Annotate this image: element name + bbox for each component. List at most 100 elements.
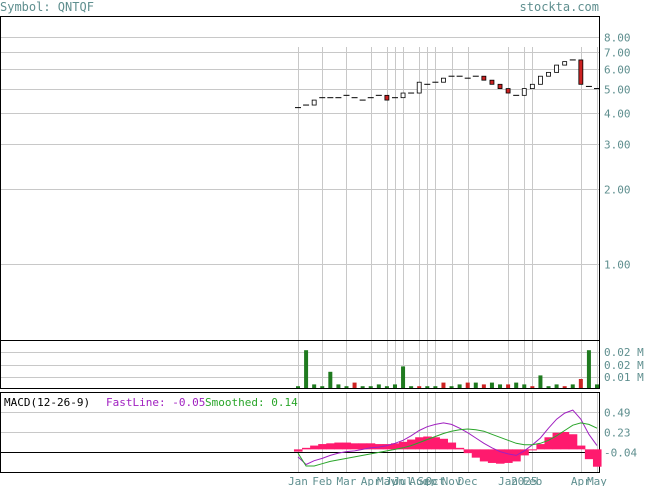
price-tick-label: 5.00 (604, 84, 631, 97)
macd-histogram-bar (455, 447, 465, 450)
macd-histogram-bar (528, 449, 537, 451)
volume-tick-label: 0.02 M (604, 359, 644, 372)
volume-bar (312, 384, 317, 388)
price-candle (562, 61, 568, 66)
x-tick-label: Sep (417, 475, 437, 486)
macd-histogram-bar (415, 437, 424, 450)
volume-bar (562, 386, 567, 388)
macd-histogram-bar (447, 442, 457, 450)
volume-bar (384, 386, 389, 388)
x-tick-label: Jan (498, 475, 518, 486)
macd-histogram-bar (536, 444, 545, 450)
volume-bar (522, 384, 527, 388)
volume-bar (530, 386, 535, 388)
price-candle (400, 92, 406, 99)
volume-bar (554, 384, 559, 388)
volume-bar (344, 386, 349, 388)
macd-histogram-bar (310, 445, 319, 450)
x-tick-label: Jun (385, 475, 405, 486)
volume-bar (473, 382, 478, 388)
grid-lines (1, 37, 599, 472)
macd-histogram-bar (334, 442, 343, 450)
macd-histogram-bar (495, 449, 505, 464)
price-candle (311, 99, 317, 106)
volume-bar (360, 386, 365, 388)
volume-bar (514, 382, 519, 388)
price-candle (481, 75, 487, 81)
volume-tick-label: 0.02 M (604, 346, 644, 359)
x-tick-label: Dec (458, 475, 478, 486)
x-tick-label: Jul (393, 475, 413, 486)
macd-histogram-bar (487, 449, 497, 463)
macd-histogram-bar (560, 431, 570, 450)
price-candle (489, 79, 495, 85)
volume-bar (328, 371, 333, 388)
macd-histogram-bar (552, 432, 562, 450)
macd-histogram-bar (568, 434, 578, 450)
volume-bar (392, 384, 397, 388)
x-tick-label: May (377, 475, 397, 486)
volume-bar (376, 384, 381, 388)
volume-bar (586, 350, 591, 388)
macd-y-axis: 0.49 0.23 -0.04 (604, 407, 637, 460)
macd-histogram-bar (390, 443, 400, 450)
volume-bar (498, 384, 503, 388)
volume-bar (296, 386, 300, 388)
macd-histogram-bar (431, 437, 440, 450)
price-y-axis: 8.00 7.00 6.00 5.00 4.00 3.00 2.00 1.00 (604, 32, 631, 272)
volume-bar (336, 384, 341, 388)
macd-histogram-bar (293, 449, 303, 452)
price-candle (521, 88, 527, 96)
x-tick-label: Oct (425, 475, 445, 486)
macd-histogram-bar (584, 449, 594, 460)
x-tick-label: Feb (522, 475, 542, 486)
volume-bar (489, 382, 494, 388)
price-tick-label: 8.00 (604, 32, 631, 45)
x-tick-label: Apr (361, 475, 381, 486)
macd-histogram-bar (382, 444, 392, 450)
macd-histogram-bar (407, 439, 416, 450)
volume-bar (578, 379, 583, 388)
macd-histogram-bar (439, 438, 448, 450)
macd-histogram-bar (471, 449, 481, 458)
macd-tick-label: -0.04 (604, 447, 637, 460)
volume-bar (481, 384, 486, 388)
macd-histogram-bar (358, 443, 368, 450)
macd-histogram-bar (399, 441, 408, 450)
macd-tick-label: 0.49 (604, 407, 631, 420)
volume-bar (401, 366, 406, 388)
macd-histogram-bar (479, 449, 489, 462)
price-tick-label: 6.00 (604, 64, 631, 77)
macd-histogram-bar (342, 442, 352, 450)
macd-histogram-bar (576, 445, 586, 450)
volume-y-axis: 0.02 M0.02 M0.01 M (604, 346, 644, 384)
x-tick-label: Apr (571, 475, 591, 486)
volume-bars (296, 350, 599, 388)
volume-tick-label: 0.01 M (604, 371, 644, 384)
price-panel-frame (0, 16, 600, 341)
macd-histogram-bar (592, 449, 602, 467)
x-tick-label: Jan (288, 475, 308, 486)
macd-histogram-bar (350, 443, 360, 450)
volume-bar (433, 386, 438, 388)
price-tick-label: 7.00 (604, 47, 631, 60)
macd-histogram-bar (366, 443, 376, 450)
price-tick-label: 1.00 (604, 259, 631, 272)
price-candle (384, 94, 390, 101)
price-candle (529, 83, 535, 89)
volume-bar (304, 350, 309, 388)
volume-bar (457, 384, 462, 388)
macd-histogram-bar (504, 449, 513, 463)
volume-bar (465, 382, 470, 388)
price-candle (554, 64, 559, 73)
volume-bar (352, 382, 357, 388)
x-tick-label: 2025 (511, 475, 538, 486)
price-tick-label: 2.00 (604, 184, 631, 197)
macd-fastline (297, 409, 598, 466)
volume-bar (441, 382, 446, 388)
x-tick-label: Nov (442, 475, 462, 486)
price-candle (441, 77, 446, 83)
macd-histogram-bar (423, 436, 432, 450)
